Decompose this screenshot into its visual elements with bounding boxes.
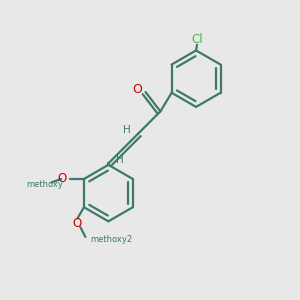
Text: O: O: [73, 217, 82, 230]
Text: O: O: [57, 172, 67, 185]
Text: H: H: [123, 125, 131, 135]
Text: methoxy2: methoxy2: [90, 236, 132, 244]
Text: O: O: [132, 82, 142, 96]
Text: Cl: Cl: [192, 33, 203, 46]
Text: H: H: [116, 155, 124, 165]
Text: methoxy: methoxy: [26, 179, 63, 188]
